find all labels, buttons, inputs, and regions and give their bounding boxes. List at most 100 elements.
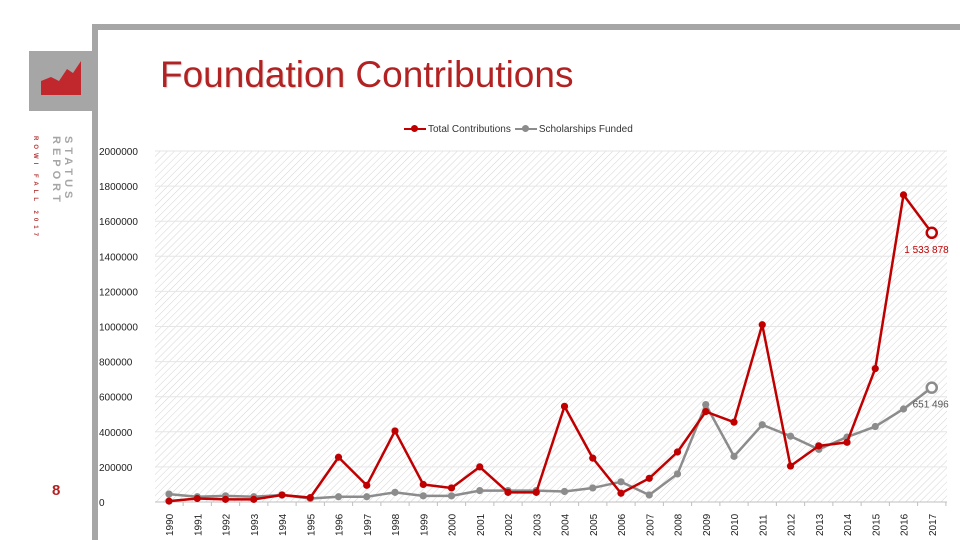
x-tick-label: 2003: [532, 513, 543, 536]
x-axis: 1990 1991 1992 1993 1994 1995 1996 1997 1998 1999…: [155, 501, 947, 536]
x-tick-label: 2014: [843, 513, 854, 536]
frame-top-bar: [92, 24, 960, 30]
legend-swatch-total: [404, 123, 426, 135]
data-point: [925, 226, 938, 240]
data-point: [476, 486, 484, 495]
x-tick-label: 2016: [900, 513, 911, 536]
data-point: [730, 418, 738, 426]
data-point: [447, 492, 456, 500]
data-point: [758, 321, 766, 329]
legend-item-total: Total Contributions: [404, 123, 511, 135]
annotations: 1 533 878 651 496: [904, 245, 949, 411]
legend-label-total: Total Contributions: [428, 123, 511, 135]
x-tick-label: 2004: [561, 513, 572, 536]
legend-label-scholarships: Scholarships Funded: [538, 123, 633, 135]
title-part2: Contributions: [345, 54, 574, 95]
data-point: [589, 454, 597, 462]
data-point: [504, 488, 512, 496]
x-tick-label: 1999: [419, 513, 430, 536]
x-tick-label: 2008: [674, 513, 685, 536]
y-tick-label: 600000: [99, 393, 133, 404]
y-tick-label: 2000000: [99, 147, 138, 158]
data-point: [419, 492, 427, 500]
y-tick-label: 800000: [99, 358, 133, 369]
data-point: [278, 491, 286, 499]
x-tick-label: 2015: [871, 513, 882, 536]
data-point: [645, 491, 653, 499]
side-label-main: STATUS REPORT: [50, 136, 74, 206]
data-point: [532, 488, 540, 496]
x-tick-label: 2005: [589, 513, 600, 536]
series-layer: [165, 191, 938, 505]
data-point: [617, 489, 625, 497]
y-tick-label: 400000: [99, 428, 133, 439]
x-tick-label: 2002: [504, 513, 515, 536]
data-label: 651 496: [913, 400, 950, 411]
data-point: [758, 421, 766, 429]
data-point: [560, 402, 569, 410]
x-tick-label: 2010: [730, 513, 741, 536]
data-point: [673, 470, 682, 478]
title-part1: Foundation: [160, 54, 346, 95]
legend-item-scholarships: Scholarships Funded: [514, 123, 633, 135]
x-tick-label: 2006: [617, 513, 628, 536]
x-tick-label: 1996: [335, 513, 346, 536]
data-point: [476, 463, 484, 471]
data-point: [363, 481, 371, 489]
data-point: [165, 490, 173, 498]
y-tick-label: 1600000: [99, 217, 138, 228]
data-point: [250, 495, 258, 503]
data-point: [702, 400, 710, 409]
data-point: [165, 497, 173, 505]
x-tick-label: 2001: [476, 513, 487, 536]
x-tick-label: 1998: [391, 513, 402, 536]
data-point: [391, 488, 399, 496]
x-tick-label: 1990: [165, 513, 176, 536]
data-point: [673, 448, 682, 456]
chart-legend: Total Contributions Scholarships Funded: [404, 121, 637, 137]
data-point: [815, 442, 823, 450]
data-point: [617, 478, 625, 486]
y-axis: 0 200000 400000 600000 800000 1000000 1200000 1…: [99, 147, 138, 509]
y-tick-label: 0: [99, 498, 105, 509]
page-title: Foundation Contributions: [160, 54, 573, 96]
data-point: [871, 365, 879, 373]
side-label: STATUS REPORT ROWI FALL 2017: [20, 136, 80, 276]
data-point: [306, 494, 314, 502]
data-point: [334, 453, 343, 461]
x-tick-label: 2007: [645, 513, 656, 536]
data-point: [786, 462, 795, 470]
data-point: [589, 484, 597, 492]
data-label: 1 533 878: [904, 245, 949, 256]
x-tick-label: 1995: [306, 513, 317, 536]
x-tick-label: 2009: [702, 513, 713, 536]
data-point: [193, 494, 201, 503]
data-point: [419, 480, 427, 489]
x-tick-label: 2013: [815, 513, 826, 536]
series-line: [168, 193, 933, 503]
x-tick-label: 1997: [363, 513, 374, 536]
x-tick-label: 1994: [278, 513, 289, 536]
y-tick-label: 1400000: [99, 252, 138, 263]
x-tick-label: 1992: [222, 513, 233, 536]
x-tick-label: 1991: [193, 513, 204, 536]
data-point: [334, 493, 343, 501]
data-point: [899, 405, 908, 413]
data-point: [363, 493, 371, 501]
chart-logo-icon: [41, 61, 81, 95]
legend-swatch-scholarships: [514, 123, 537, 135]
frame-left-bar: [92, 24, 98, 540]
data-point: [899, 191, 908, 199]
y-tick-label: 1800000: [99, 182, 138, 193]
x-tick-label: 2011: [758, 514, 769, 536]
y-tick-label: 200000: [99, 463, 133, 474]
x-tick-label: 2012: [787, 513, 798, 536]
x-tick-label: 1993: [250, 513, 261, 536]
data-point: [925, 381, 938, 394]
data-point: [391, 427, 399, 435]
data-point: [843, 438, 851, 446]
page-number: 8: [52, 482, 61, 499]
data-point: [702, 408, 710, 416]
x-tick-label: 2000: [448, 513, 459, 536]
